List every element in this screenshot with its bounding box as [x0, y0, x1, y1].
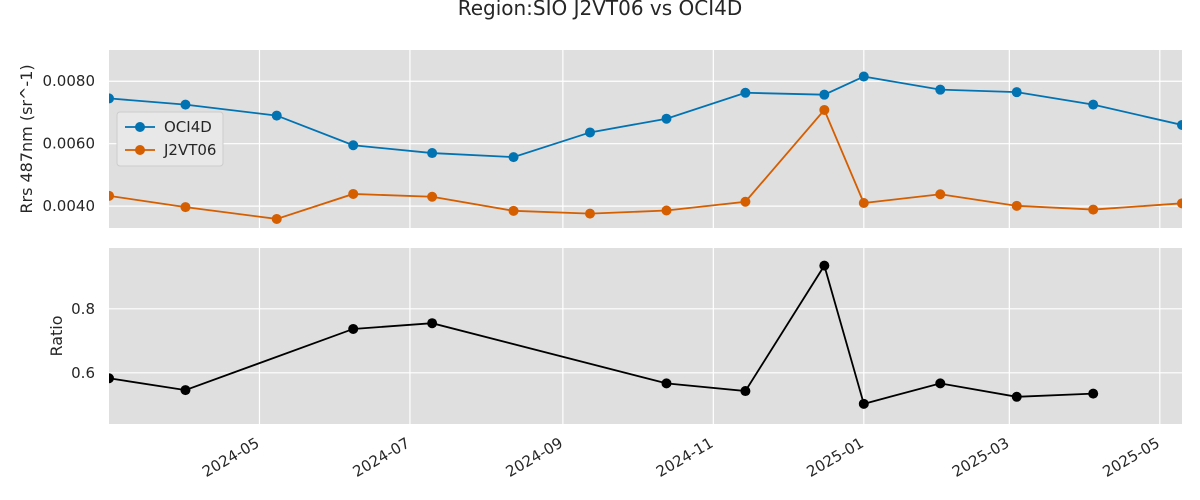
data-point	[661, 205, 672, 216]
y-tick-label: 0.8	[71, 300, 95, 318]
plot-background	[109, 50, 1182, 228]
data-point	[661, 378, 672, 389]
data-point	[1011, 391, 1022, 402]
data-point	[427, 318, 438, 329]
data-point	[427, 191, 438, 202]
data-point	[271, 213, 282, 224]
data-point	[819, 89, 830, 100]
data-point	[271, 110, 282, 121]
panel-rrs: 0.0040 0.0060 0.0080 Rrs 487nm (sr^-1) OCI4D…	[17, 50, 1182, 228]
series-group	[109, 260, 1099, 409]
data-point	[348, 140, 359, 151]
data-point	[348, 188, 359, 199]
x-tick-label: 2025-01	[804, 434, 867, 481]
data-point	[740, 386, 751, 397]
y-tick-label: 0.0080	[43, 72, 96, 90]
data-point	[180, 202, 191, 213]
x-tick-label: 2024-07	[350, 434, 413, 481]
x-tick-label: 2024-11	[653, 434, 716, 481]
data-point	[1088, 204, 1099, 215]
data-point	[180, 385, 191, 396]
data-point	[1011, 87, 1022, 98]
data-point	[858, 398, 869, 409]
x-axis: 2024-05 2024-07 2024-09 2024-11 2025-01 2025-…	[199, 434, 1163, 481]
y-axis-label: Rrs 487nm (sr^-1)	[17, 64, 36, 213]
data-point	[935, 84, 946, 95]
data-point	[348, 323, 359, 334]
legend-marker	[135, 145, 145, 155]
y-tick-label: 0.0060	[43, 135, 96, 153]
data-point	[109, 373, 114, 384]
data-point	[1088, 99, 1099, 110]
x-tick-label: 2024-05	[199, 434, 262, 481]
legend: OCI4D J2VT06	[116, 111, 224, 167]
x-tick-label: 2024-09	[503, 434, 566, 481]
data-point	[819, 104, 830, 115]
data-point	[1088, 388, 1099, 399]
data-point	[109, 190, 114, 201]
data-point	[740, 196, 751, 207]
data-point	[858, 198, 869, 209]
data-point	[661, 113, 672, 124]
data-point	[858, 71, 869, 82]
legend-marker	[135, 122, 145, 132]
data-point	[427, 148, 438, 159]
data-point	[180, 99, 191, 110]
data-point	[585, 208, 595, 219]
y-tick-label: 0.6	[71, 364, 95, 382]
legend-label: J2VT06	[163, 141, 216, 159]
data-point	[1177, 198, 1182, 209]
x-tick-label: 2025-03	[949, 434, 1012, 481]
data-point	[585, 127, 595, 138]
x-tick-label: 2025-05	[1100, 434, 1163, 481]
data-point	[1177, 119, 1182, 130]
data-point	[109, 93, 114, 104]
data-point	[935, 378, 946, 389]
y-tick-label: 0.0040	[43, 197, 96, 215]
chart-title: Region:SIO J2VT06 vs OCI4D	[458, 0, 743, 20]
data-point	[1011, 200, 1022, 211]
data-point	[508, 152, 519, 163]
panel-ratio: 0.6 0.8 Ratio	[47, 248, 1182, 424]
legend-label: OCI4D	[164, 118, 212, 136]
series-group	[109, 71, 1182, 224]
data-point	[508, 205, 519, 216]
data-point	[935, 189, 946, 200]
data-point	[740, 87, 751, 98]
y-axis-label: Ratio	[47, 315, 66, 356]
data-point	[819, 260, 830, 271]
